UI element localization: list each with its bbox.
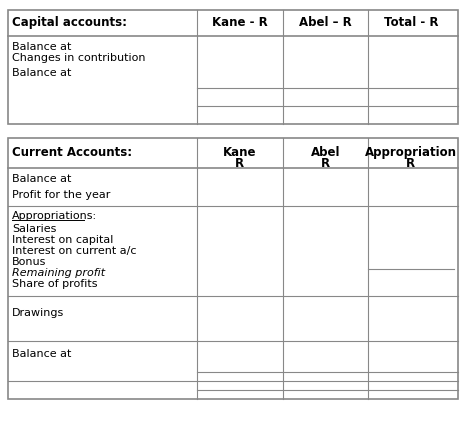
Text: Kane: Kane	[223, 146, 256, 159]
Text: Kane - R: Kane - R	[212, 16, 267, 29]
Text: Appropriations:: Appropriations:	[12, 211, 97, 221]
Text: Balance at: Balance at	[12, 68, 71, 78]
Text: R: R	[321, 157, 330, 170]
Text: R: R	[406, 157, 415, 170]
Text: Balance at: Balance at	[12, 349, 71, 359]
Text: Total - R: Total - R	[384, 16, 438, 29]
Text: Balance at: Balance at	[12, 42, 71, 52]
Text: Bonus: Bonus	[12, 257, 47, 267]
Text: Profit for the year: Profit for the year	[12, 190, 110, 200]
Bar	[8, 138, 458, 399]
Text: Interest on capital: Interest on capital	[12, 235, 113, 245]
Bar	[8, 10, 458, 124]
Text: Abel: Abel	[310, 146, 340, 159]
Text: Drawings: Drawings	[12, 308, 64, 318]
Text: Salaries: Salaries	[12, 224, 56, 234]
Text: Capital accounts:: Capital accounts:	[12, 16, 127, 29]
Text: Current Accounts:: Current Accounts:	[12, 147, 132, 159]
Text: Balance at: Balance at	[12, 174, 71, 184]
Text: R: R	[235, 157, 244, 170]
Text: Abel – R: Abel – R	[299, 16, 352, 29]
Text: Interest on current a/c: Interest on current a/c	[12, 246, 137, 256]
Text: Remaining profit: Remaining profit	[12, 268, 105, 278]
Text: Share of profits: Share of profits	[12, 279, 97, 289]
Text: Changes in contribution: Changes in contribution	[12, 53, 145, 63]
Text: Appropriation: Appropriation	[365, 146, 457, 159]
